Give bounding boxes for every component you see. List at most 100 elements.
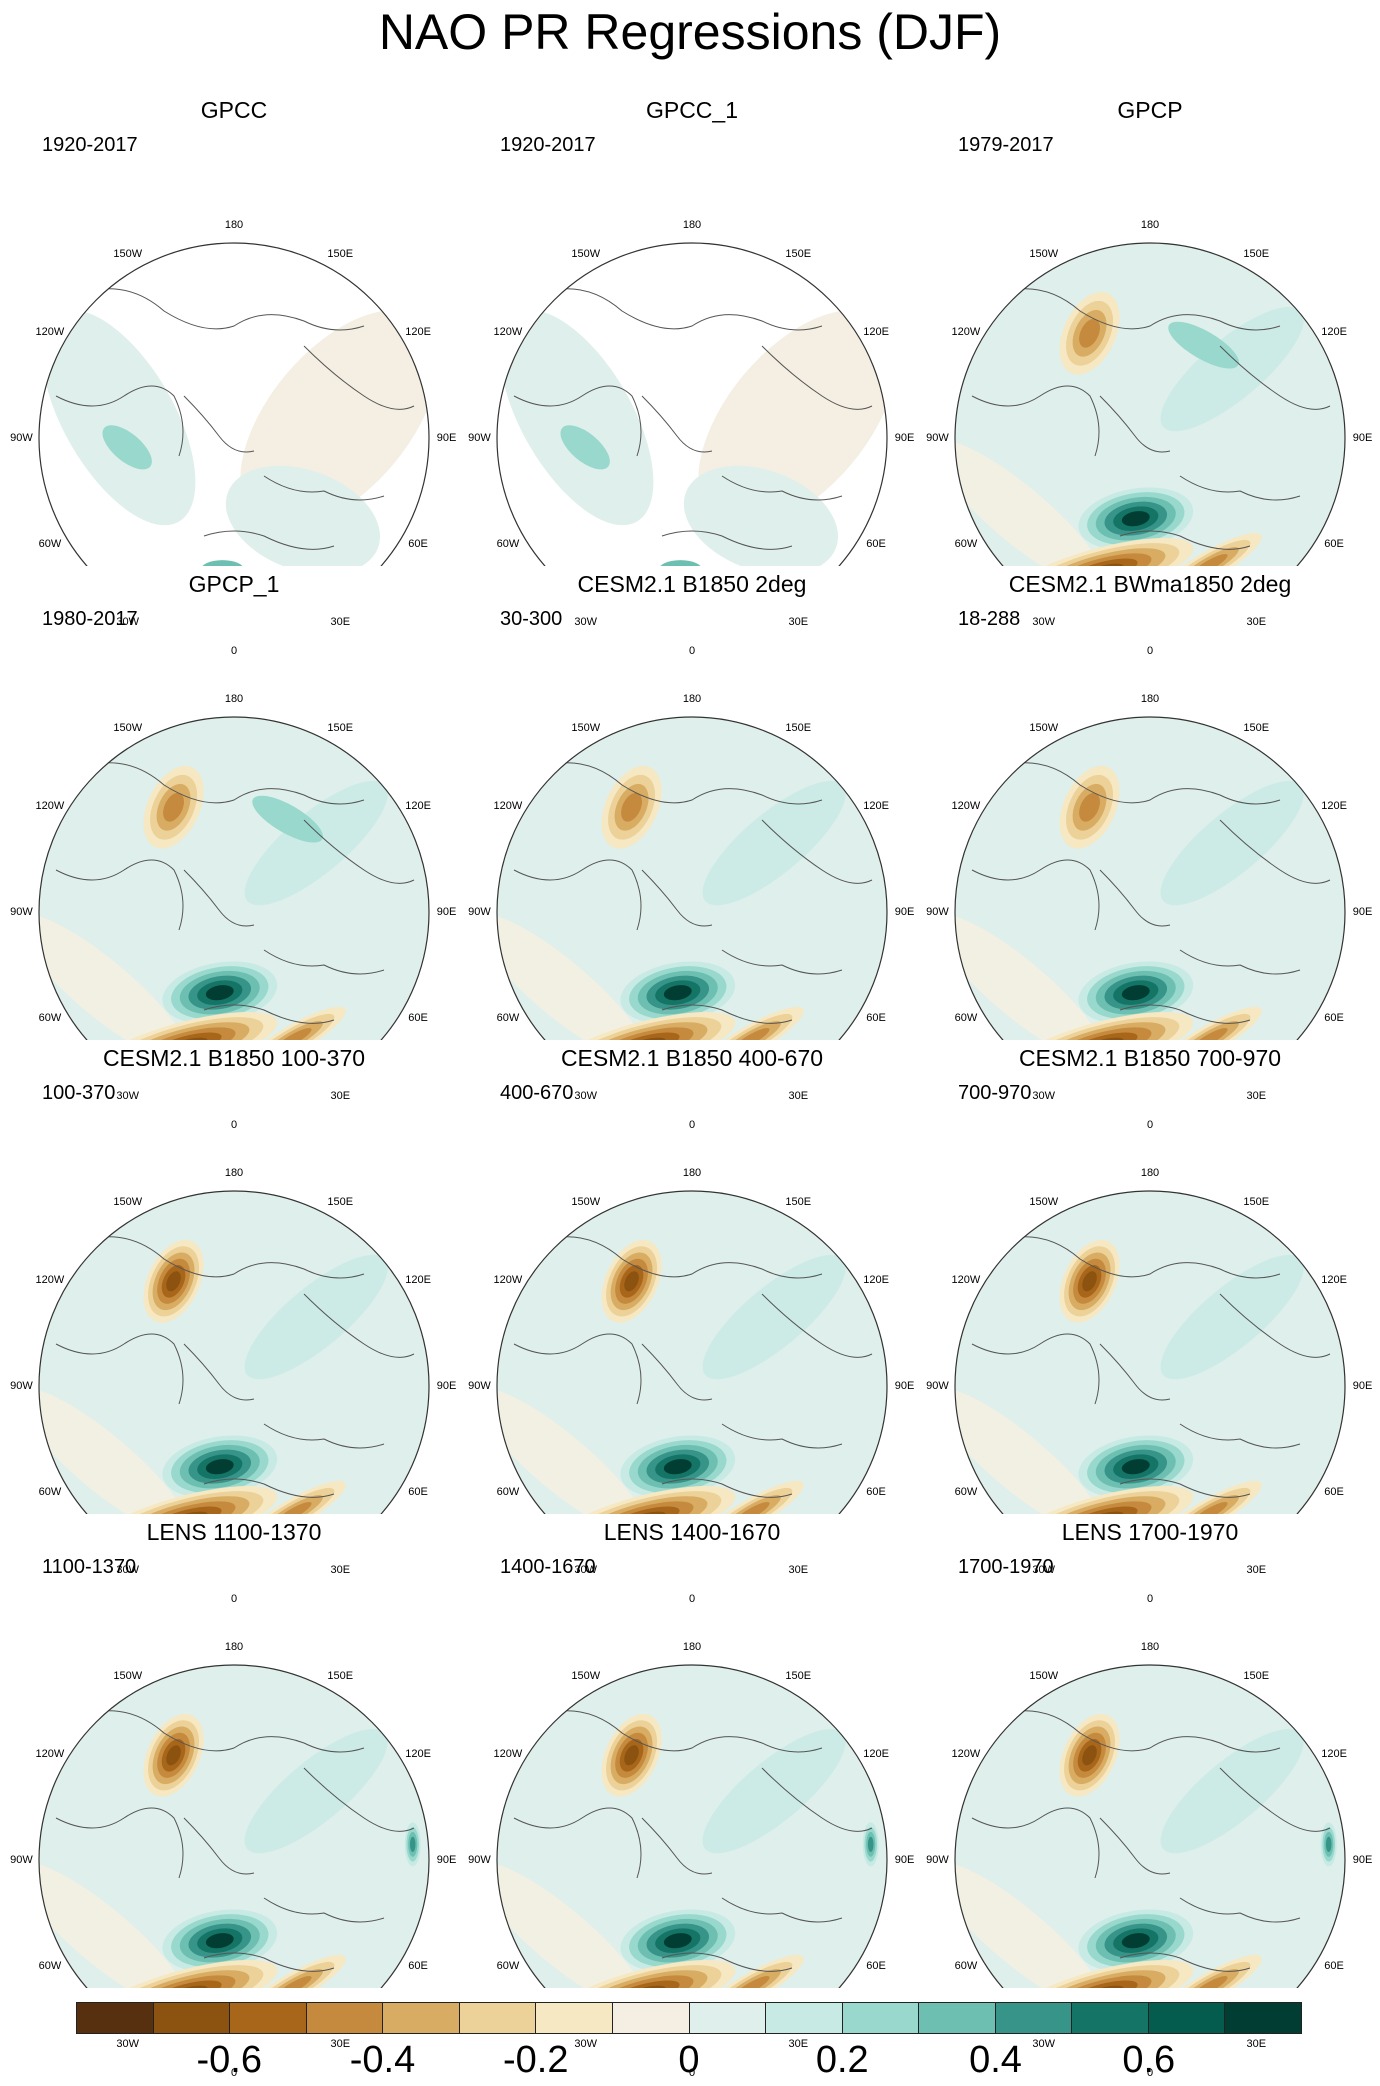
- pacific-dry-anomaly: [1079, 792, 1100, 822]
- longitude-label: 30E: [788, 2038, 809, 2051]
- longitude-label: 150W: [113, 1669, 143, 1682]
- polar-map: [954, 1190, 1346, 1514]
- map-boundary: [954, 242, 1346, 566]
- map-boundary: [954, 1664, 1346, 1988]
- longitude-label: 150E: [327, 721, 354, 734]
- atlantic-wet-anomaly: [1121, 511, 1150, 527]
- panel-period: 30-300: [500, 608, 563, 630]
- panel-period: 18-288: [958, 608, 1021, 630]
- colorbar: [76, 2002, 1302, 2034]
- longitude-label: 120W: [493, 1747, 523, 1760]
- atlantic-wet-anomaly: [1121, 1459, 1150, 1475]
- longitude-label: 150E: [1243, 247, 1270, 260]
- map-boundary: [38, 716, 430, 1040]
- longitude-label: 90W: [468, 432, 491, 444]
- mediterranean-dry-anomaly: [1191, 1975, 1228, 1988]
- longitude-label: 120W: [951, 1273, 981, 1286]
- pacific-dry-anomaly: [1082, 1271, 1097, 1292]
- colorbar-swatch: [306, 2003, 384, 2033]
- coastline: [761, 1293, 873, 1358]
- longitude-label: 30E: [330, 616, 351, 629]
- coastline: [513, 1807, 642, 1879]
- longitude-label: 30E: [330, 1090, 351, 1103]
- longitude-label: 30W: [116, 616, 140, 629]
- longitude-label: 150W: [1029, 721, 1059, 734]
- longitude-label: 150W: [113, 1195, 143, 1208]
- longitude-label: 60W: [38, 1960, 62, 1973]
- atlantic-wet-anomaly: [1121, 1933, 1150, 1949]
- longitude-label: 120E: [405, 325, 431, 338]
- longitude-label: 90W: [468, 1854, 491, 1866]
- atlantic-wet-anomaly: [663, 985, 692, 1001]
- coastline: [721, 475, 843, 501]
- longitude-label: 120W: [493, 325, 523, 338]
- longitude-label: 60E: [408, 1012, 428, 1025]
- coastline: [55, 859, 184, 931]
- longitude-label: 180: [224, 219, 244, 232]
- longitude-label: 0: [230, 1118, 238, 1131]
- longitude-label: 150E: [785, 247, 812, 260]
- wet-band: [702, 780, 846, 906]
- coastline: [55, 385, 184, 457]
- figure-title: NAO PR Regressions (DJF): [378, 4, 1002, 60]
- coastline: [721, 949, 843, 975]
- longitude-label: 90W: [10, 432, 33, 444]
- coastline: [183, 395, 255, 453]
- longitude-label: 150E: [327, 1195, 354, 1208]
- colorbar-tick-label: 0: [678, 2039, 700, 2081]
- longitude-label: 30W: [574, 1090, 598, 1103]
- polar-map: [954, 242, 1346, 566]
- longitude-label: 30E: [788, 1564, 809, 1577]
- coastline: [73, 288, 365, 331]
- longitude-label: 60E: [408, 1960, 428, 1973]
- longitude-label: 120W: [35, 325, 65, 338]
- coastline: [531, 1710, 823, 1753]
- coastline: [971, 859, 1100, 931]
- atlantic-wet-anomaly: [663, 1459, 692, 1475]
- coastline: [183, 1817, 255, 1875]
- longitude-label: 180: [1140, 1641, 1160, 1654]
- longitude-label: 90E: [436, 906, 457, 918]
- longitude-label: 30W: [116, 2038, 140, 2051]
- colorbar-swatch: [689, 2003, 767, 2033]
- longitude-label: 60W: [496, 1012, 520, 1025]
- mediterranean-dry-anomaly: [733, 1501, 770, 1514]
- colorbar-swatch: [153, 2003, 231, 2033]
- longitude-label: 60W: [954, 1012, 978, 1025]
- longitude-label: 90W: [10, 906, 33, 918]
- longitude-label: 150W: [1029, 247, 1059, 260]
- colorbar-swatch: [766, 2003, 843, 2033]
- pacific-dry-anomaly: [624, 1745, 639, 1766]
- longitude-label: 30W: [116, 1564, 140, 1577]
- longitude-label: 120E: [1321, 1747, 1347, 1760]
- longitude-label: 30W: [1032, 1090, 1056, 1103]
- longitude-label: 120E: [405, 799, 431, 812]
- longitude-label: 150E: [327, 1669, 354, 1682]
- longitude-label: 60E: [866, 1012, 886, 1025]
- longitude-label: 120E: [863, 1273, 889, 1286]
- longitude-label: 120W: [35, 1747, 65, 1760]
- coastline: [303, 1293, 415, 1358]
- panel-title: LENS 1400-1670: [603, 1519, 781, 1545]
- longitude-label: 90E: [1352, 1380, 1373, 1392]
- colorbar-swatch: [1072, 2003, 1149, 2033]
- longitude-label: 90E: [1352, 1854, 1373, 1866]
- longitude-label: 180: [1140, 693, 1160, 706]
- coastline: [1119, 1478, 1251, 1498]
- longitude-label: 30E: [1246, 1564, 1267, 1577]
- coastline: [721, 1897, 843, 1923]
- panel-title: CESM2.1 B1850 2deg: [577, 571, 807, 597]
- longitude-label: 0: [688, 1118, 696, 1131]
- longitude-label: 90E: [894, 906, 915, 918]
- longitude-label: 150W: [113, 247, 143, 260]
- dry-band: [39, 1862, 189, 1988]
- longitude-label: 180: [682, 1641, 702, 1654]
- longitude-label: 120W: [35, 799, 65, 812]
- coastline: [263, 475, 385, 501]
- coastline: [1099, 1343, 1171, 1401]
- longitude-label: 60E: [866, 538, 886, 551]
- panel-title: LENS 1100-1370: [146, 1519, 322, 1545]
- colorbar-swatch: [230, 2003, 307, 2033]
- panel-period: 1920-2017: [500, 134, 596, 156]
- map-panel: GPCC 1920-2017 180 150E 120E 90E 60E 30E 0 30W 60W…: [4, 96, 464, 657]
